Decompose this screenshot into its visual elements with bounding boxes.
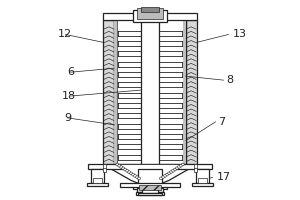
- Circle shape: [120, 166, 123, 168]
- Bar: [194, 168, 197, 172]
- Circle shape: [161, 176, 164, 179]
- Text: 6: 6: [68, 67, 75, 77]
- Circle shape: [172, 169, 174, 172]
- Circle shape: [132, 173, 134, 176]
- Bar: [194, 164, 197, 169]
- Circle shape: [160, 177, 162, 180]
- Bar: [142, 189, 158, 193]
- Bar: [133, 10, 167, 22]
- Bar: [93, 178, 102, 183]
- Bar: [136, 192, 164, 195]
- Bar: [103, 164, 106, 169]
- Text: 18: 18: [61, 91, 76, 101]
- Bar: [133, 185, 167, 189]
- Bar: [198, 178, 207, 183]
- Bar: [141, 7, 159, 12]
- Circle shape: [169, 171, 172, 174]
- Bar: [103, 20, 114, 165]
- Circle shape: [122, 167, 124, 170]
- Bar: [183, 20, 186, 165]
- Bar: [103, 13, 197, 20]
- Circle shape: [177, 166, 180, 168]
- Bar: [92, 169, 104, 183]
- Circle shape: [176, 167, 178, 170]
- Circle shape: [167, 172, 170, 175]
- Bar: [103, 168, 106, 172]
- Bar: [138, 193, 162, 195]
- Circle shape: [179, 164, 182, 167]
- Circle shape: [136, 176, 139, 179]
- Circle shape: [134, 175, 136, 177]
- Bar: [87, 183, 108, 186]
- Bar: [120, 183, 180, 187]
- Bar: [186, 20, 197, 165]
- Text: 17: 17: [217, 172, 231, 182]
- Bar: [138, 169, 162, 186]
- Bar: [137, 8, 163, 19]
- Circle shape: [118, 164, 121, 167]
- Circle shape: [182, 163, 184, 166]
- Bar: [137, 188, 163, 192]
- Text: 8: 8: [226, 75, 234, 85]
- Circle shape: [166, 173, 168, 176]
- Bar: [88, 164, 212, 169]
- Text: 12: 12: [58, 29, 72, 39]
- Text: 9: 9: [64, 113, 72, 123]
- Circle shape: [164, 175, 166, 177]
- Text: 13: 13: [232, 29, 246, 39]
- Circle shape: [124, 168, 127, 171]
- Circle shape: [116, 163, 118, 166]
- Bar: [192, 183, 213, 186]
- Bar: [139, 185, 161, 190]
- Circle shape: [128, 171, 130, 174]
- Circle shape: [130, 172, 133, 175]
- Circle shape: [138, 177, 140, 180]
- Bar: [114, 20, 117, 165]
- Text: 7: 7: [218, 117, 226, 127]
- Polygon shape: [103, 165, 197, 186]
- Bar: [196, 169, 208, 183]
- Polygon shape: [117, 165, 183, 183]
- Circle shape: [173, 168, 176, 171]
- Circle shape: [126, 169, 129, 172]
